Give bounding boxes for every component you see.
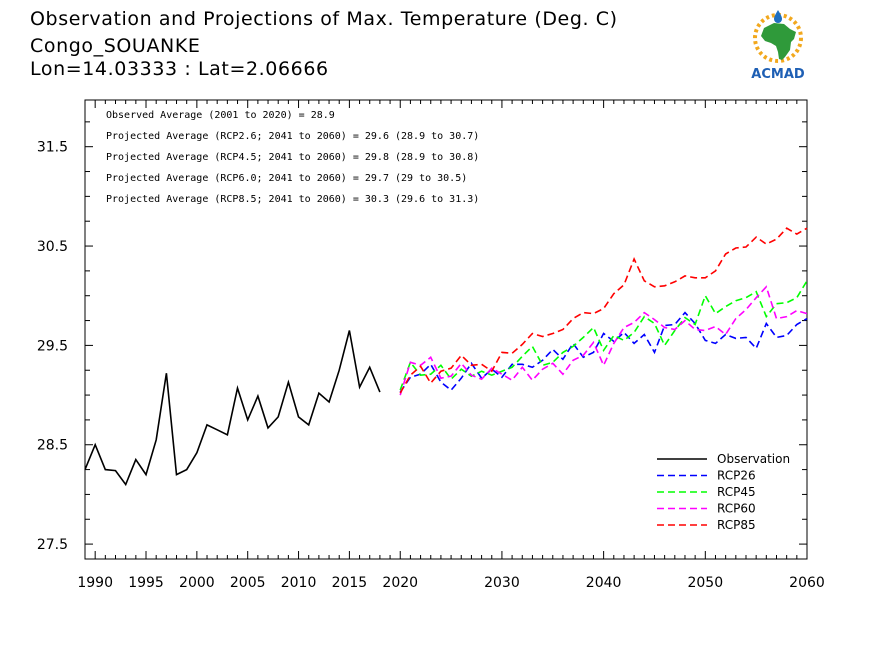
legend-label: RCP26 <box>717 469 756 483</box>
series-layer <box>84 227 808 487</box>
x-tick-label: 2010 <box>281 575 317 591</box>
logo-text: ACMAD <box>751 67 805 82</box>
x-tick-label: 2060 <box>789 575 825 591</box>
y-axis: 27.5 28.5 29.5 30.5 31.5 <box>37 121 807 553</box>
series-line-rcp60 <box>399 285 808 396</box>
x-tick-label: 2040 <box>586 575 622 591</box>
y-tick-label: 30.5 <box>37 239 68 255</box>
legend-label: RCP60 <box>717 502 756 516</box>
y-tick-label: 31.5 <box>37 140 68 156</box>
water-drop-icon <box>774 10 782 23</box>
legend-label: RCP45 <box>717 485 756 499</box>
stat-line: Observed Average (2001 to 2020) = 28.9 <box>106 110 335 121</box>
x-tick-label: 2015 <box>332 575 368 591</box>
series-line-rcp26 <box>399 311 808 393</box>
sun-rays-icon <box>753 13 803 63</box>
x-axis: 1990 1995 2000 2005 2010 2015 2020 2030 2040 2050… <box>77 100 825 591</box>
x-tick-label: 2000 <box>179 575 215 591</box>
plot-frame <box>84 99 808 560</box>
stat-line: Projected Average (RCP2.6; 2041 to 2060)… <box>106 131 479 142</box>
series-line-observation <box>84 330 381 487</box>
series-line-rcp45 <box>399 280 808 391</box>
y-tick-label: 28.5 <box>37 438 68 454</box>
chart-title: Observation and Projections of Max. Temp… <box>30 8 618 30</box>
station-coordinates: Lon=14.03333 : Lat=2.06666 <box>30 58 329 80</box>
x-tick-label: 2020 <box>382 575 418 591</box>
stat-line: Projected Average (RCP8.5; 2041 to 2060)… <box>106 194 479 205</box>
x-tick-label: 2030 <box>484 575 520 591</box>
legend: Observation RCP26 RCP45 RCP60 RCP85 <box>657 452 790 532</box>
x-tick-label: 2050 <box>687 575 723 591</box>
stats-box: Observed Average (2001 to 2020) = 28.9 Pr… <box>106 110 479 205</box>
stat-line: Projected Average (RCP4.5; 2041 to 2060)… <box>106 152 479 163</box>
station-name: Congo_SOUANKE <box>30 35 201 57</box>
africa-map-icon <box>761 23 796 60</box>
legend-label: Observation <box>717 452 790 466</box>
africa-map-sun-logo: ACMAD <box>751 10 805 82</box>
legend-label: RCP85 <box>717 518 756 532</box>
x-tick-label: 1995 <box>128 575 164 591</box>
y-tick-label: 29.5 <box>37 338 68 354</box>
x-tick-label: 1990 <box>77 575 113 591</box>
y-tick-label: 27.5 <box>37 537 68 553</box>
x-tick-label: 2005 <box>230 575 266 591</box>
series-line-rcp85 <box>399 227 808 394</box>
stat-line: Projected Average (RCP6.0; 2041 to 2060)… <box>106 173 467 184</box>
